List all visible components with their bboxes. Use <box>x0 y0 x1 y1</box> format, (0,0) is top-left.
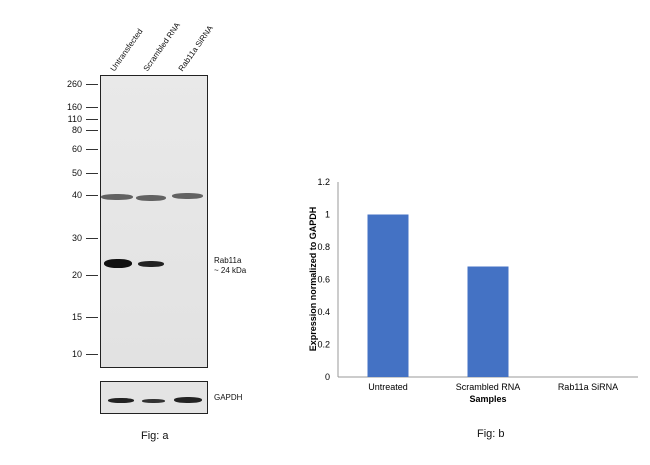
bars <box>367 214 509 377</box>
mw-tick <box>86 107 98 108</box>
x-tick-label: Rab11a SiRNA <box>558 382 618 392</box>
mw-tick <box>86 149 98 150</box>
mw-tick <box>86 84 98 85</box>
y-tick-label: 0.8 <box>317 242 330 252</box>
nonspecific-band <box>172 193 203 199</box>
band-label-size: ~ 24 kDa <box>214 266 247 275</box>
mw-marker-10: 10 <box>71 349 82 359</box>
x-tick-labels: Untreated Scrambled RNA Rab11a SiRNA <box>368 382 618 392</box>
y-tick-label: 0 <box>325 372 330 382</box>
y-tick-label: 1 <box>325 210 330 220</box>
y-tick-labels: 0 0.2 0.4 0.6 0.8 1 1.2 <box>317 177 330 382</box>
rab11a-band-untransfected <box>104 259 132 268</box>
mw-marker-160: 160 <box>66 102 82 112</box>
rab11a-band-scrambled-rna <box>138 261 164 267</box>
mw-marker-260: 260 <box>66 79 82 89</box>
gapdh-band <box>142 399 165 403</box>
mw-marker-110: 110 <box>67 114 82 124</box>
mw-marker-20: 20 <box>71 270 82 280</box>
x-tick-label: Untreated <box>368 382 408 392</box>
mw-tick <box>86 195 98 196</box>
y-tick-label: 0.6 <box>317 275 330 285</box>
mw-tick <box>86 130 98 131</box>
mw-tick <box>86 354 98 355</box>
mw-tick <box>86 173 98 174</box>
y-tick-label: 0.4 <box>317 307 330 317</box>
figure-b-caption: Fig: b <box>477 428 505 440</box>
x-axis-title: Samples <box>469 394 506 404</box>
mw-marker-40: 40 <box>71 190 82 200</box>
gapdh-band <box>174 397 202 403</box>
mw-tick <box>86 119 98 120</box>
band-label-protein: Rab11a <box>214 256 242 265</box>
nonspecific-band <box>101 194 133 200</box>
gapdh-label: GAPDH <box>214 393 243 402</box>
mw-tick <box>86 317 98 318</box>
y-tick-label: 0.2 <box>317 340 330 350</box>
mw-tick <box>86 238 98 239</box>
mw-marker-60: 60 <box>71 144 82 154</box>
y-axis-title: Expression normalized to GAPDH <box>308 207 318 352</box>
bar <box>367 214 409 377</box>
mw-marker-30: 30 <box>71 233 82 243</box>
y-tick-label: 1.2 <box>317 177 330 187</box>
blot-panel-gapdh <box>100 381 208 414</box>
figure-a-caption: Fig: a <box>141 430 169 442</box>
band-label: Rab11a ~ 24 kDa <box>214 256 246 276</box>
nonspecific-band <box>136 195 166 201</box>
mw-marker-80: 80 <box>71 125 82 135</box>
bar <box>467 266 509 377</box>
mw-tick <box>86 275 98 276</box>
mw-marker-15: 15 <box>71 312 82 322</box>
blot-panel-rab11a <box>100 75 208 368</box>
gapdh-band <box>108 398 134 403</box>
x-tick-label: Scrambled RNA <box>456 382 521 392</box>
mw-marker-50: 50 <box>71 168 82 178</box>
